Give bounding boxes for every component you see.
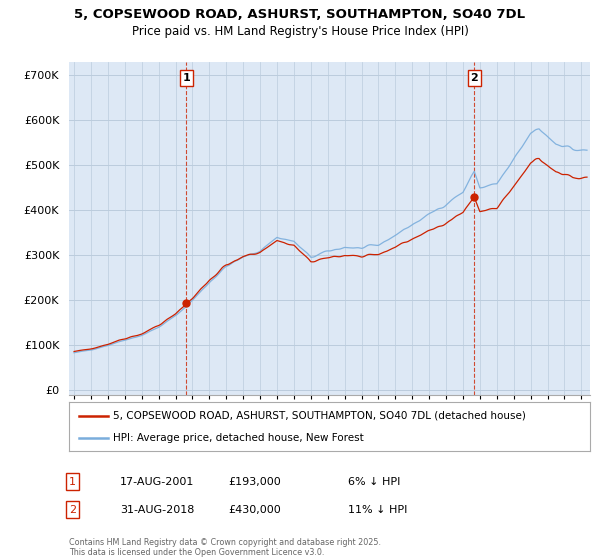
- Text: 11% ↓ HPI: 11% ↓ HPI: [348, 505, 407, 515]
- Text: £193,000: £193,000: [228, 477, 281, 487]
- Text: 6% ↓ HPI: 6% ↓ HPI: [348, 477, 400, 487]
- Text: 2: 2: [69, 505, 76, 515]
- Text: £430,000: £430,000: [228, 505, 281, 515]
- Text: 31-AUG-2018: 31-AUG-2018: [120, 505, 194, 515]
- Text: 1: 1: [69, 477, 76, 487]
- Text: 17-AUG-2001: 17-AUG-2001: [120, 477, 194, 487]
- Text: 5, COPSEWOOD ROAD, ASHURST, SOUTHAMPTON, SO40 7DL (detached house): 5, COPSEWOOD ROAD, ASHURST, SOUTHAMPTON,…: [113, 410, 526, 421]
- Text: 1: 1: [182, 73, 190, 83]
- Text: 5, COPSEWOOD ROAD, ASHURST, SOUTHAMPTON, SO40 7DL: 5, COPSEWOOD ROAD, ASHURST, SOUTHAMPTON,…: [74, 8, 526, 21]
- Text: Price paid vs. HM Land Registry's House Price Index (HPI): Price paid vs. HM Land Registry's House …: [131, 25, 469, 38]
- Text: Contains HM Land Registry data © Crown copyright and database right 2025.
This d: Contains HM Land Registry data © Crown c…: [69, 538, 381, 557]
- Text: 2: 2: [470, 73, 478, 83]
- Text: HPI: Average price, detached house, New Forest: HPI: Average price, detached house, New …: [113, 433, 364, 443]
